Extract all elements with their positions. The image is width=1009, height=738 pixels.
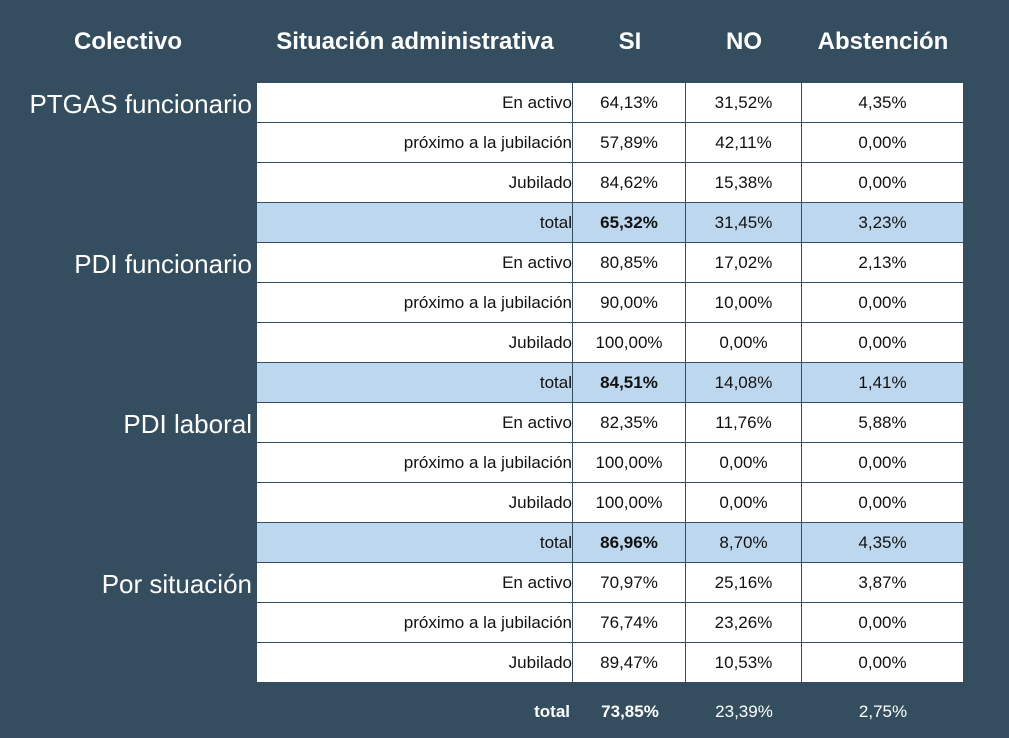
cell-no: 0,00%	[685, 322, 802, 363]
cell-situacion: próximo a la jubilación	[256, 602, 573, 643]
cell-no: 0,00%	[685, 482, 802, 523]
header-si: SI	[618, 28, 642, 55]
cell-si: 86,96%	[572, 522, 686, 563]
table-row: próximo a la jubilación 100,00% 0,00% 0,00%	[256, 442, 964, 483]
cell-si: 80,85%	[572, 242, 686, 283]
cell-si: 84,51%	[572, 362, 686, 403]
cell-si: 100,00%	[572, 482, 686, 523]
cell-situacion: total	[256, 362, 573, 403]
table-row: Jubilado 89,47% 10,53% 0,00%	[256, 642, 964, 683]
header-abstencion: Abstención	[817, 28, 949, 55]
total-row: total 65,32% 31,45% 3,23%	[256, 202, 964, 243]
cell-abstencion: 0,00%	[801, 322, 964, 363]
grand-total-si: 73,85%	[601, 702, 659, 721]
cell-abstencion: 2,13%	[801, 242, 964, 283]
cell-si: 89,47%	[572, 642, 686, 683]
cell-no: 10,00%	[685, 282, 802, 323]
table-row: próximo a la jubilación 57,89% 42,11% 0,00%	[256, 122, 964, 163]
total-row: total 86,96% 8,70% 4,35%	[256, 522, 964, 563]
cell-situacion: Jubilado	[256, 162, 573, 203]
grand-total-no: 23,39%	[715, 702, 773, 721]
cell-si: 90,00%	[572, 282, 686, 323]
cell-situacion: En activo	[256, 402, 573, 443]
cell-abstencion: 5,88%	[801, 402, 964, 443]
cell-abstencion: 0,00%	[801, 642, 964, 683]
cell-situacion: próximo a la jubilación	[256, 442, 573, 483]
table-row: Jubilado 100,00% 0,00% 0,00%	[256, 482, 964, 523]
cell-si: 64,13%	[572, 82, 686, 123]
cell-abstencion: 0,00%	[801, 602, 964, 643]
cell-no: 8,70%	[685, 522, 802, 563]
table-row: En activo 70,97% 25,16% 3,87%	[256, 562, 964, 603]
cell-situacion: próximo a la jubilación	[256, 282, 573, 323]
total-row: total 84,51% 14,08% 1,41%	[256, 362, 964, 403]
table-row: En activo 80,85% 17,02% 2,13%	[256, 242, 964, 283]
cell-si: 82,35%	[572, 402, 686, 443]
grand-total-label: total	[534, 702, 570, 721]
cell-si: 76,74%	[572, 602, 686, 643]
cell-no: 11,76%	[685, 402, 802, 443]
cell-situacion: total	[256, 522, 573, 563]
table-row: En activo 82,35% 11,76% 5,88%	[256, 402, 964, 443]
cell-situacion: total	[256, 202, 573, 243]
table-row: En activo 64,13% 31,52% 4,35%	[256, 82, 964, 123]
cell-no: 10,53%	[685, 642, 802, 683]
grand-total-abstencion: 2,75%	[858, 702, 908, 721]
cell-abstencion: 1,41%	[801, 362, 964, 403]
table-row: Jubilado 84,62% 15,38% 0,00%	[256, 162, 964, 203]
cell-abstencion: 4,35%	[801, 522, 964, 563]
cell-abstencion: 0,00%	[801, 442, 964, 483]
cell-abstencion: 0,00%	[801, 162, 964, 203]
cell-no: 0,00%	[685, 442, 802, 483]
cell-si: 100,00%	[572, 442, 686, 483]
group-label: PTGAS funcionario	[29, 89, 252, 119]
cell-no: 25,16%	[685, 562, 802, 603]
header-situacion-administrativa: Situación administrativa	[276, 28, 554, 55]
header-colectivo: Colectivo	[73, 28, 183, 55]
group-label: Por situación	[101, 569, 252, 599]
cell-abstencion: 4,35%	[801, 82, 964, 123]
table-row: próximo a la jubilación 90,00% 10,00% 0,00%	[256, 282, 964, 323]
cell-si: 100,00%	[572, 322, 686, 363]
table-row: próximo a la jubilación 76,74% 23,26% 0,00%	[256, 602, 964, 643]
cell-si: 70,97%	[572, 562, 686, 603]
cell-abstencion: 3,87%	[801, 562, 964, 603]
table-row: Jubilado 100,00% 0,00% 0,00%	[256, 322, 964, 363]
cell-abstencion: 3,23%	[801, 202, 964, 243]
cell-abstencion: 0,00%	[801, 282, 964, 323]
cell-situacion: En activo	[256, 242, 573, 283]
cell-situacion: En activo	[256, 82, 573, 123]
cell-abstencion: 0,00%	[801, 482, 964, 523]
header-no: NO	[726, 28, 762, 55]
group-label: PDI laboral	[123, 409, 252, 439]
cell-abstencion: 0,00%	[801, 122, 964, 163]
cell-situacion: Jubilado	[256, 642, 573, 683]
cell-no: 14,08%	[685, 362, 802, 403]
cell-no: 23,26%	[685, 602, 802, 643]
group-label: PDI funcionario	[74, 249, 252, 279]
cell-no: 15,38%	[685, 162, 802, 203]
cell-si: 65,32%	[572, 202, 686, 243]
cell-no: 42,11%	[685, 122, 802, 163]
results-table: En activo 64,13% 31,52% 4,35% próximo a la j…	[256, 82, 964, 683]
cell-situacion: Jubilado	[256, 482, 573, 523]
cell-situacion: próximo a la jubilación	[256, 122, 573, 163]
cell-no: 31,45%	[685, 202, 802, 243]
cell-si: 84,62%	[572, 162, 686, 203]
cell-no: 17,02%	[685, 242, 802, 283]
table-header: Colectivo Situación administrativa SI NO…	[0, 0, 1009, 82]
cell-situacion: Jubilado	[256, 322, 573, 363]
cell-no: 31,52%	[685, 82, 802, 123]
cell-si: 57,89%	[572, 122, 686, 163]
cell-situacion: En activo	[256, 562, 573, 603]
